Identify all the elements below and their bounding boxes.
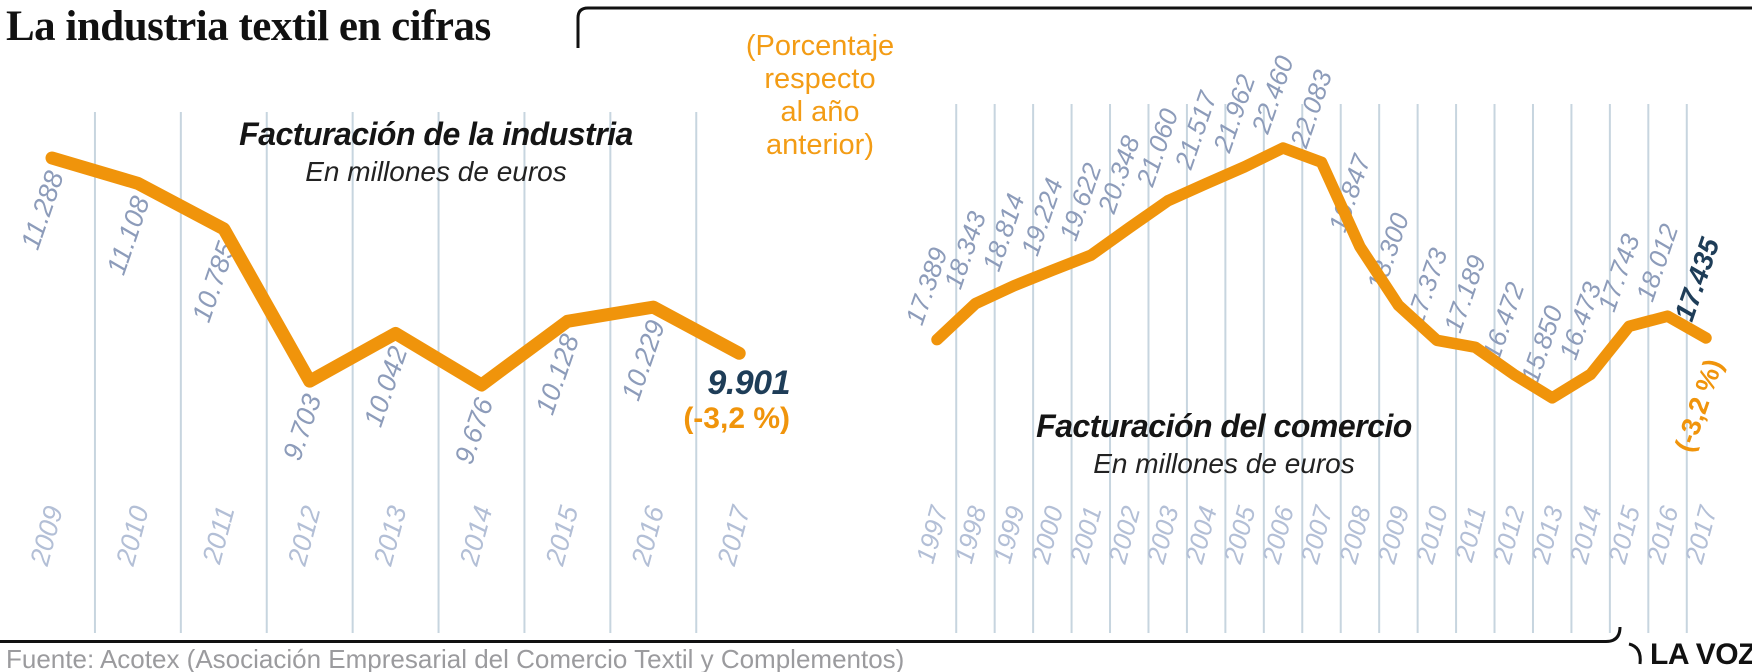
footer-rule bbox=[0, 626, 1622, 643]
comercio-chart-subtitle: En millones de euros bbox=[1093, 448, 1355, 479]
trend-line bbox=[931, 142, 1712, 404]
comercio-chart-title: Facturación del comercio bbox=[1036, 408, 1412, 444]
title-bracket-line bbox=[576, 6, 1752, 48]
industria-final-pct: (-3,2 %) bbox=[683, 402, 790, 435]
industria-final-block: 9.901 (-3,2 %) bbox=[530, 364, 790, 436]
brand-logo: LA VOZ bbox=[1650, 638, 1752, 671]
brand-bracket-arc bbox=[1628, 642, 1642, 665]
page-title: La industria textil en cifras bbox=[6, 3, 491, 50]
trend-line bbox=[45, 151, 746, 392]
percentage-note: (Porcentaje respecto al año anterior) bbox=[745, 30, 895, 161]
industria-final-value: 9.901 bbox=[707, 364, 790, 402]
industria-chart-subtitle: En millones de euros bbox=[305, 156, 567, 187]
source-credit: Fuente: Acotex (Asociación Empresarial d… bbox=[6, 644, 905, 672]
industria-chart-title: Facturación de la industria bbox=[239, 116, 633, 152]
